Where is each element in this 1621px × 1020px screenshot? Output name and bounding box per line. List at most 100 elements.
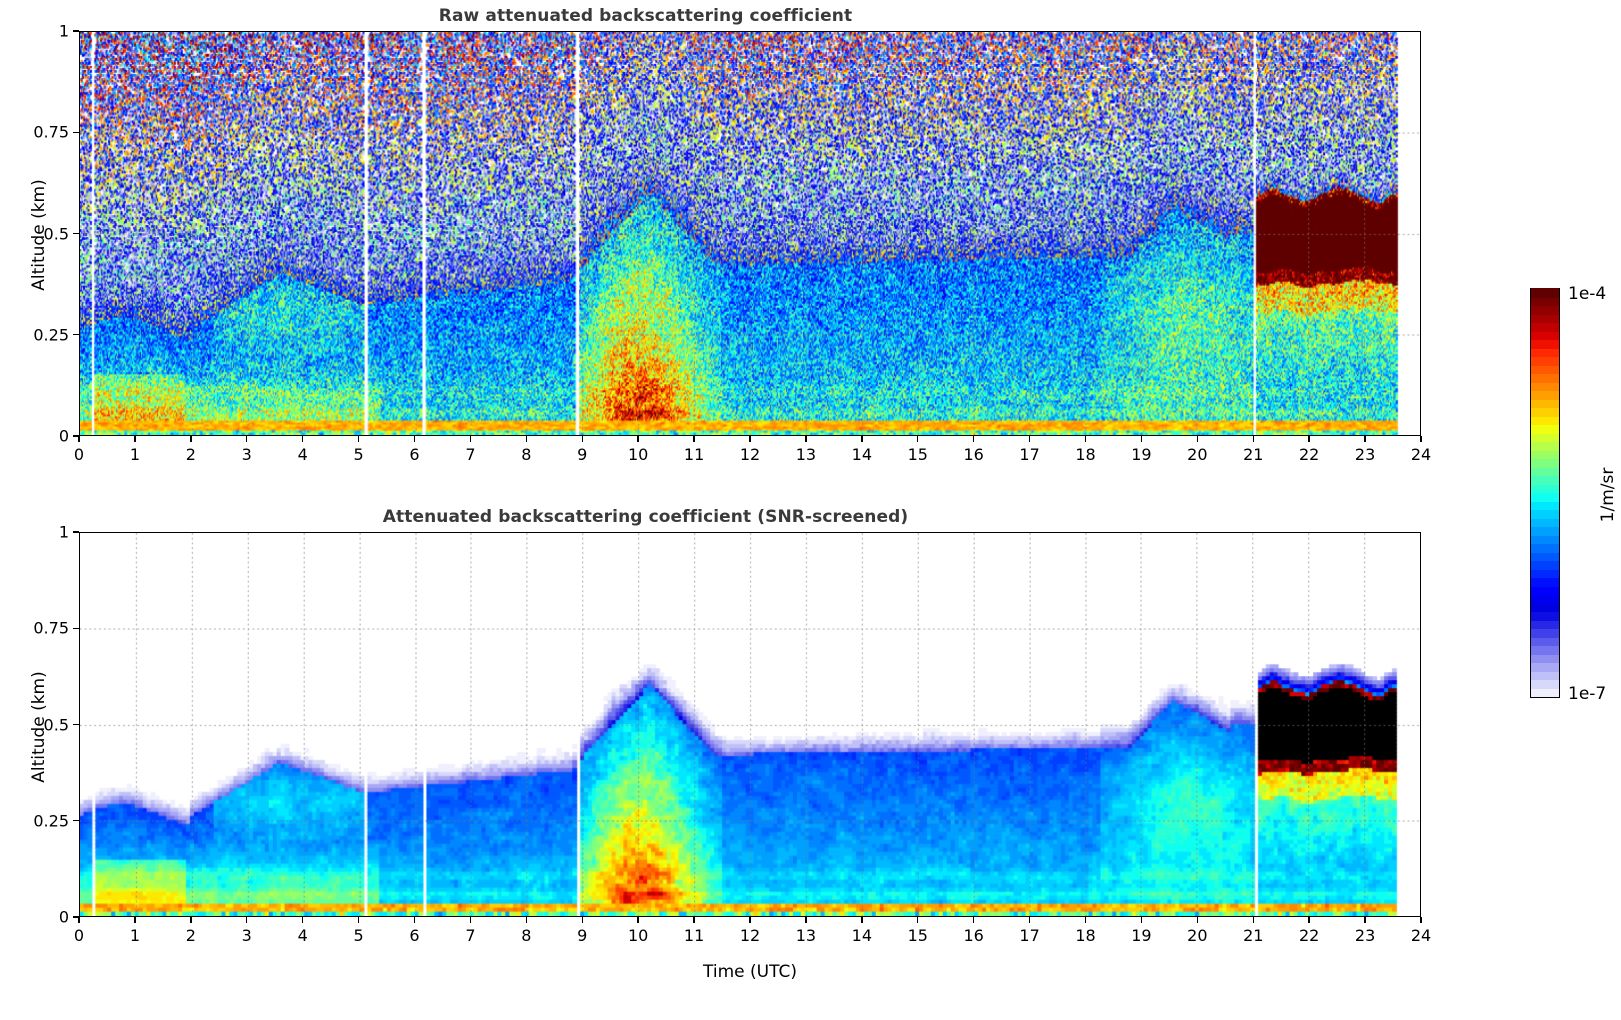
x-tick-mark <box>413 436 416 442</box>
colorbar-segment <box>1531 653 1559 664</box>
x-tick-mark <box>1028 436 1031 442</box>
x-tick-label: 18 <box>1075 926 1096 945</box>
colorbar-segment <box>1531 602 1559 612</box>
colorbar-segment <box>1531 500 1559 510</box>
x-tick-mark <box>246 436 248 442</box>
x-tick-label: 20 <box>1187 926 1208 945</box>
x-tick-label: 15 <box>907 926 928 945</box>
colorbar-segment <box>1531 517 1559 527</box>
colorbar-segment <box>1531 423 1559 434</box>
x-tick-mark <box>301 436 304 442</box>
y-tick-label: 0 <box>58 907 69 927</box>
colorbar-segment <box>1531 406 1559 417</box>
x-tick-label: 14 <box>851 926 873 945</box>
x-tick-mark <box>1084 917 1087 923</box>
colorbar-segment <box>1531 576 1559 587</box>
y-tick-mark <box>73 131 79 133</box>
x-tick-label: 3 <box>241 445 252 464</box>
x-tick-mark <box>805 917 807 923</box>
x-tick-label: 24 <box>1410 445 1432 464</box>
x-tick-mark <box>78 917 80 923</box>
x-tick-label: 0 <box>73 926 85 945</box>
x-tick-label: 23 <box>1354 926 1376 945</box>
x-tick-label: 15 <box>907 445 928 464</box>
x-tick-label: 18 <box>1075 445 1096 464</box>
x-tick-mark <box>357 436 360 442</box>
x-tick-label: 10 <box>627 926 649 945</box>
x-tick-mark <box>693 436 695 442</box>
x-tick-mark <box>1196 917 1199 923</box>
x-tick-label: 2 <box>185 445 196 464</box>
colorbar-segment <box>1531 432 1559 442</box>
colorbar-segment <box>1531 661 1559 672</box>
x-tick-mark <box>749 436 751 442</box>
colorbar-segment <box>1531 304 1559 315</box>
x-tick-mark <box>1140 436 1143 442</box>
y-tick-mark <box>73 531 79 533</box>
colorbar-segment <box>1531 440 1559 451</box>
y-tick-label: 0.25 <box>33 811 69 831</box>
y-tick-label: 0.75 <box>33 618 69 638</box>
colorbar-segment <box>1531 593 1559 604</box>
colorbar-segment <box>1531 551 1559 562</box>
colorbar-segment <box>1531 474 1559 485</box>
x-tick-label: 17 <box>1019 926 1040 945</box>
x-tick-mark <box>693 917 695 923</box>
colorbar-segment <box>1531 372 1559 383</box>
x-tick-label: 7 <box>465 445 476 464</box>
colorbar-segment <box>1531 644 1559 655</box>
x-tick-label: 1 <box>129 445 140 464</box>
colorbar-segment <box>1531 338 1559 349</box>
x-tick-mark <box>246 917 248 923</box>
y-tick-label: 1 <box>58 522 69 542</box>
colorbar-segment <box>1531 610 1559 621</box>
colorbar-segment <box>1531 559 1559 570</box>
x-tick-label: 19 <box>1131 445 1152 464</box>
colorbar-segment <box>1531 483 1559 493</box>
x-tick-label: 11 <box>683 445 705 464</box>
colorbar-segment <box>1531 508 1559 519</box>
colorbar-segment <box>1531 287 1559 298</box>
plot-area-raw[interactable] <box>79 31 1421 436</box>
x-tick-label: 4 <box>297 445 308 464</box>
x-tick-label: 24 <box>1410 926 1432 945</box>
x-tick-label: 3 <box>241 926 252 945</box>
panel-screened-xlabel: Time (UTC) <box>703 962 797 982</box>
colorbar-segment <box>1531 415 1559 426</box>
x-tick-mark <box>1364 917 1366 923</box>
y-tick-label: 0.5 <box>43 715 69 734</box>
colorbar-segment <box>1531 542 1559 553</box>
colorbar-segment <box>1531 398 1559 408</box>
panel-raw: Raw attenuated backscattering coefficien… <box>0 0 1621 480</box>
x-tick-mark <box>917 436 919 442</box>
x-tick-label: 5 <box>353 926 364 945</box>
heatmap-raw <box>80 32 1420 435</box>
x-tick-label: 14 <box>851 445 873 464</box>
x-tick-mark <box>469 436 472 442</box>
x-tick-mark <box>861 436 863 442</box>
panel-raw-title: Raw attenuated backscattering coefficien… <box>438 6 853 26</box>
x-tick-label: 21 <box>1243 445 1264 464</box>
x-tick-label: 20 <box>1187 445 1208 464</box>
x-tick-mark <box>581 917 583 923</box>
x-tick-mark <box>1308 917 1310 923</box>
x-tick-mark <box>134 436 136 442</box>
plot-area-screened[interactable] <box>79 532 1421 917</box>
x-tick-label: 8 <box>521 445 532 464</box>
x-tick-mark <box>1028 917 1031 923</box>
colorbar-segment <box>1531 364 1559 375</box>
y-tick-mark <box>73 30 79 32</box>
y-tick-mark <box>73 820 79 822</box>
x-tick-mark <box>1084 436 1087 442</box>
colorbar-segment <box>1531 313 1559 323</box>
colorbar-segment <box>1531 321 1559 332</box>
x-tick-label: 16 <box>963 445 984 464</box>
colorbar-segment <box>1531 381 1559 391</box>
x-tick-mark <box>1196 436 1199 442</box>
x-tick-mark <box>357 917 360 923</box>
colorbar-segment <box>1531 457 1559 468</box>
colorbar-gradient[interactable] <box>1530 287 1560 698</box>
y-tick-label: 1 <box>58 21 69 41</box>
x-tick-label: 21 <box>1243 926 1264 945</box>
colorbar-segment <box>1531 355 1559 366</box>
